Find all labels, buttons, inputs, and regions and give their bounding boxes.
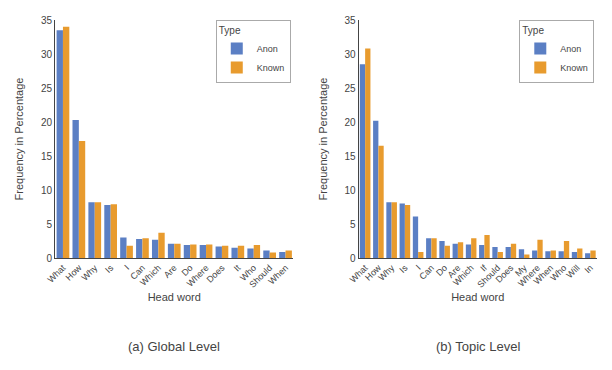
svg-text:15: 15	[344, 151, 356, 162]
svg-text:Are: Are	[446, 263, 463, 280]
svg-text:How: How	[64, 262, 84, 282]
svg-text:Anon: Anon	[560, 44, 581, 54]
svg-text:30: 30	[41, 49, 53, 60]
svg-text:Anon: Anon	[257, 44, 278, 54]
svg-text:0: 0	[350, 253, 356, 264]
svg-text:10: 10	[41, 185, 53, 196]
svg-text:35: 35	[41, 15, 53, 26]
svg-text:Do: Do	[434, 263, 449, 278]
svg-text:Why: Why	[376, 262, 396, 282]
svg-text:What: What	[348, 262, 370, 284]
svg-text:Who: Who	[238, 263, 258, 283]
svg-text:What: What	[46, 262, 68, 284]
svg-text:Who: Who	[548, 263, 568, 283]
svg-text:5: 5	[46, 219, 52, 230]
svg-text:Do: Do	[180, 263, 195, 278]
svg-text:10: 10	[344, 185, 356, 196]
svg-text:Can: Can	[417, 263, 436, 282]
svg-text:Which: Which	[451, 263, 476, 288]
svg-text:Type: Type	[522, 25, 544, 36]
svg-text:25: 25	[41, 83, 53, 94]
svg-text:Is: Is	[103, 262, 115, 274]
svg-text:Are: Are	[162, 263, 179, 280]
svg-text:Head word: Head word	[148, 291, 201, 303]
svg-text:When: When	[266, 263, 290, 287]
svg-text:Is: Is	[397, 262, 409, 274]
svg-text:Can: Can	[128, 263, 147, 282]
svg-text:0: 0	[46, 253, 52, 264]
svg-text:How: How	[363, 262, 383, 282]
svg-text:If: If	[478, 262, 489, 273]
svg-text:Where: Where	[185, 263, 211, 289]
svg-text:15: 15	[41, 151, 53, 162]
svg-text:Head word: Head word	[451, 291, 504, 303]
svg-text:Where: Where	[516, 263, 542, 289]
svg-text:Why: Why	[80, 262, 100, 282]
svg-text:35: 35	[344, 15, 356, 26]
svg-text:I: I	[414, 263, 423, 272]
svg-text:Will: Will	[564, 263, 581, 280]
svg-text:(a) Global Level: (a) Global Level	[128, 339, 220, 354]
svg-text:25: 25	[344, 83, 356, 94]
svg-text:Type: Type	[219, 25, 241, 36]
svg-text:30: 30	[344, 49, 356, 60]
svg-text:My: My	[513, 262, 529, 278]
svg-text:20: 20	[41, 117, 53, 128]
svg-text:Known: Known	[560, 63, 588, 73]
svg-text:I: I	[122, 263, 131, 272]
svg-text:Which: Which	[138, 263, 163, 288]
svg-text:In: In	[583, 263, 595, 275]
svg-text:Should: Should	[247, 263, 274, 290]
svg-text:Known: Known	[257, 63, 285, 73]
svg-text:Does: Does	[205, 262, 227, 284]
svg-text:When: When	[532, 263, 556, 287]
svg-text:Frequency in Percentage: Frequency in Percentage	[13, 78, 25, 201]
svg-text:20: 20	[344, 117, 356, 128]
svg-text:5: 5	[350, 219, 356, 230]
svg-text:Does: Does	[494, 262, 516, 284]
svg-text:(b) Topic Level: (b) Topic Level	[436, 339, 520, 354]
svg-text:Should: Should	[475, 263, 502, 290]
svg-text:Frequency in Percentage: Frequency in Percentage	[317, 78, 329, 201]
svg-text:It: It	[232, 262, 243, 273]
